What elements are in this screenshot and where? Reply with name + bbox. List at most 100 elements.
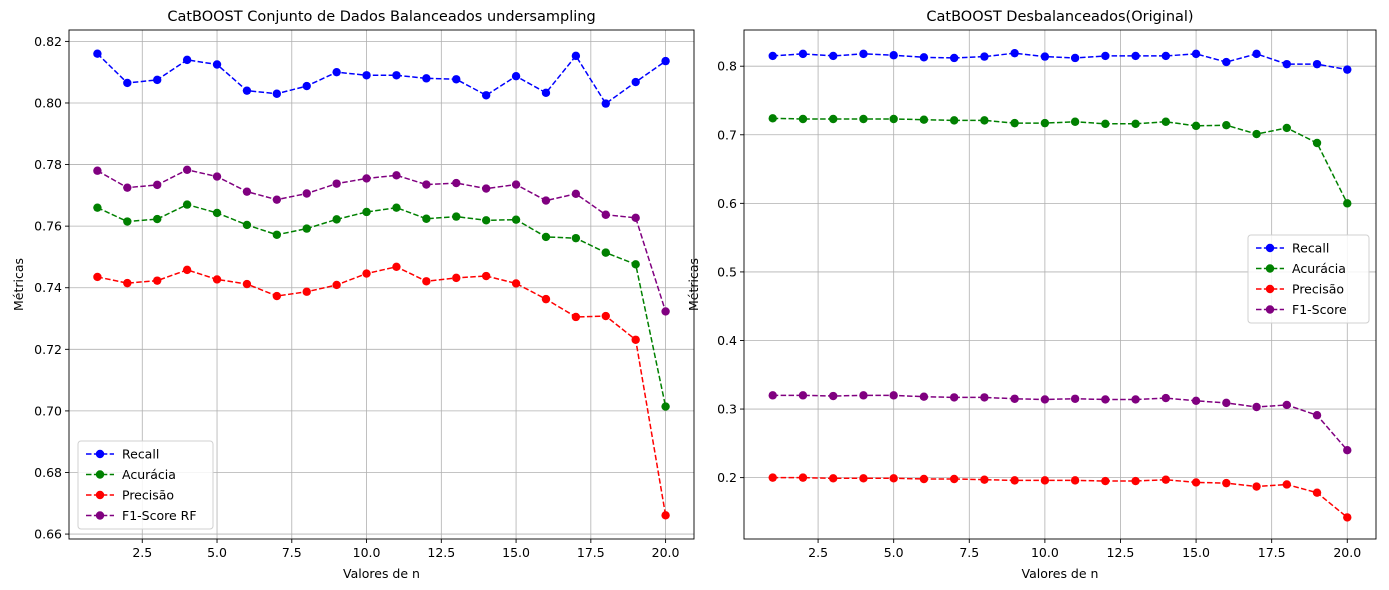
data-point [1222, 57, 1231, 67]
series-acur-cia [93, 200, 670, 411]
data-point [601, 99, 610, 108]
data-point [332, 280, 341, 290]
y-tick-label: 0.8 [717, 59, 737, 74]
data-point [631, 77, 640, 87]
x-tick-label: 10.0 [1031, 545, 1059, 560]
legend-box [77, 440, 214, 530]
data-point [362, 174, 371, 183]
data-point [123, 183, 132, 192]
data-point [1252, 49, 1261, 59]
y-tick-label: 0.5 [717, 264, 737, 279]
legend: Recall Acurácia Precisão F1-Score [1247, 234, 1370, 324]
x-tick-label: 12.5 [427, 545, 455, 560]
data-point [768, 114, 777, 123]
data-point [1282, 59, 1291, 69]
legend-box [1247, 234, 1370, 324]
data-point [481, 216, 491, 225]
data-point [1010, 394, 1019, 403]
data-point [1191, 396, 1201, 406]
data-point [661, 307, 670, 316]
data-point [422, 180, 431, 189]
y-axis-label: Métricas [686, 258, 701, 311]
legend-label: Recall [1292, 241, 1329, 256]
legend-item: F1-Score RF [86, 508, 197, 523]
data-point [1131, 476, 1140, 486]
x-axis-label: Valores de n [1022, 566, 1099, 581]
series-line [97, 203, 667, 407]
data-point [212, 208, 222, 218]
data-point [123, 78, 132, 88]
legend-label: Precisão [1292, 282, 1344, 297]
data-point [768, 473, 777, 482]
data-point [123, 217, 132, 226]
data-point [302, 224, 311, 233]
data-point [1161, 51, 1171, 61]
data-point [541, 196, 551, 205]
data-point [1312, 411, 1322, 420]
data-point [182, 200, 192, 209]
data-point [1343, 65, 1352, 74]
y-tick-label: 0.74 [34, 280, 62, 295]
data-point [1191, 121, 1201, 131]
x-axis: 2.5 5.0 7.5 10.0 12.5 15.0 17.5 20.0 [132, 539, 680, 560]
data-point [919, 392, 929, 401]
data-point [631, 260, 640, 269]
data-point [1040, 476, 1050, 485]
data-point [392, 171, 401, 180]
data-point [980, 52, 989, 61]
data-point [242, 187, 252, 196]
data-point [859, 49, 868, 59]
data-point [919, 53, 929, 62]
data-point [123, 278, 132, 288]
data-point [93, 166, 102, 175]
x-tick-label: 2.5 [808, 545, 828, 560]
y-tick-label: 0.7 [717, 127, 737, 142]
data-point [1252, 482, 1261, 491]
data-point [798, 49, 808, 59]
y-tick-label: 0.68 [34, 465, 62, 480]
data-point [919, 474, 929, 484]
y-tick-label: 0.78 [34, 157, 62, 172]
data-point [889, 114, 898, 124]
series-recall [93, 49, 670, 108]
data-point [661, 402, 670, 411]
data-point [1191, 49, 1201, 59]
legend-label: Acurácia [122, 467, 176, 482]
data-point [1222, 398, 1231, 408]
data-point [829, 51, 838, 61]
y-tick-label: 0.80 [34, 95, 62, 110]
legend-item: Acurácia [1256, 261, 1346, 276]
data-point [1282, 400, 1291, 410]
data-point [93, 272, 102, 282]
series-line [97, 169, 667, 312]
data-point [362, 269, 371, 278]
y-tick-label: 0.2 [717, 470, 737, 485]
data-point [949, 393, 959, 402]
legend-label: Precisão [122, 488, 174, 503]
legend-item: Precisão [86, 488, 174, 503]
data-point [859, 114, 868, 124]
data-point [829, 114, 838, 124]
data-point [332, 215, 341, 224]
legend-swatch-marker [1265, 284, 1275, 294]
data-point [1131, 119, 1140, 129]
data-point [919, 115, 929, 124]
legend-item: Precisão [1256, 282, 1344, 297]
data-point [601, 210, 610, 219]
y-tick-label: 0.4 [717, 333, 737, 348]
series-recall [768, 48, 1352, 74]
data-point [182, 165, 192, 174]
legend-swatch-marker [1265, 243, 1275, 253]
y-tick-label: 0.72 [34, 342, 62, 357]
chart-unbalanced-original: 2.5 5.0 7.5 10.0 12.5 15.0 17.5 20.00.20.30.40.… [686, 9, 1377, 581]
data-point [571, 233, 581, 243]
y-axis-label: Métricas [11, 258, 26, 311]
data-point [1312, 138, 1322, 148]
legend-swatch-marker [95, 449, 105, 459]
data-point [541, 294, 551, 304]
data-point [1161, 117, 1171, 126]
data-point [392, 203, 401, 212]
data-point [452, 212, 461, 221]
data-point [481, 271, 491, 281]
